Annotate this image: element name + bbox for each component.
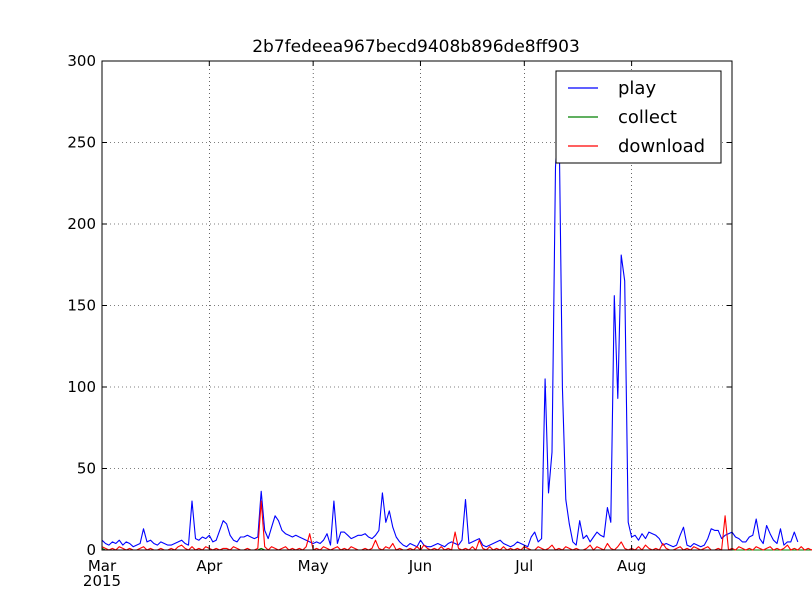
legend-label-download: download xyxy=(618,136,705,157)
y-tick-label: 150 xyxy=(67,297,96,315)
x-tick-label: May xyxy=(298,557,329,575)
x-tick-label: Aug xyxy=(617,557,646,575)
y-tick-label: 0 xyxy=(86,541,96,559)
x-tick-label: Apr xyxy=(196,557,223,575)
x-tick-sublabel: 2015 xyxy=(83,572,121,590)
y-tick-label: 300 xyxy=(67,52,96,70)
y-tick-label: 200 xyxy=(67,215,96,233)
x-tick-label: Jul xyxy=(514,557,533,575)
legend: play collect download xyxy=(555,70,722,164)
x-tick-label: Mar xyxy=(88,557,117,575)
series-line-download xyxy=(101,500,812,551)
x-tick-label: Jun xyxy=(408,557,432,575)
legend-label-collect: collect xyxy=(618,107,677,128)
legend-label-play: play xyxy=(618,78,656,99)
y-tick-label: 50 xyxy=(77,460,96,478)
y-tick-label: 250 xyxy=(67,134,96,152)
series-line-play xyxy=(101,109,799,548)
chart-title: 2b7fedeea967becd9408b896de8ff903 xyxy=(252,37,580,57)
y-tick-label: 100 xyxy=(67,378,96,396)
